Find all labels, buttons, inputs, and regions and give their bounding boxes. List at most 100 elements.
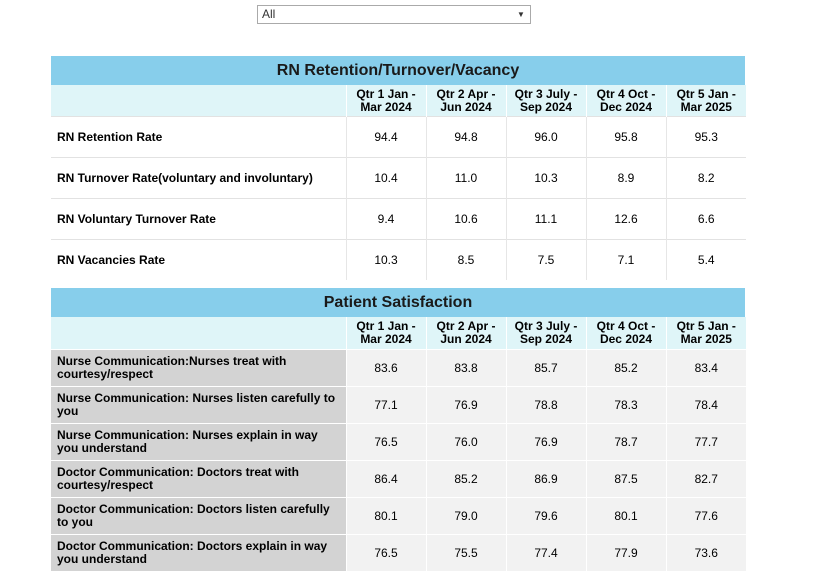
- table-row: RN Turnover Rate(voluntary and involunta…: [51, 157, 746, 199]
- row-value: 10.3: [505, 157, 586, 199]
- row-label: Nurse Communication: Nurses explain in w…: [51, 423, 346, 461]
- table-row: Nurse Communication:Nurses treat with co…: [51, 349, 746, 387]
- row-value: 75.5: [425, 534, 506, 571]
- retention-header-row: Qtr 1 Jan - Mar 2024 Qtr 2 Apr - Jun 2024 Qt…: [51, 85, 746, 117]
- retention-quarter-header: Qtr 4 Oct - Dec 2024: [585, 85, 666, 117]
- row-value: 77.9: [585, 534, 666, 571]
- quarter-header-line: Mar 2024: [360, 99, 412, 114]
- satisfaction-quarter-header: Qtr 2 Apr - Jun 2024: [425, 317, 506, 350]
- quarter-header-line: Jun 2024: [440, 99, 492, 114]
- satisfaction-header-blank: [51, 317, 346, 350]
- table-row: Doctor Communication: Doctors listen car…: [51, 497, 746, 535]
- row-label: Doctor Communication: Doctors listen car…: [51, 497, 346, 535]
- quarter-header-line: Mar 2025: [680, 99, 732, 114]
- retention-quarter-header: Qtr 3 July - Sep 2024: [505, 85, 586, 117]
- row-value: 79.6: [505, 497, 586, 535]
- dropdown-arrow-icon[interactable]: ▼: [517, 10, 525, 19]
- row-value: 77.4: [505, 534, 586, 571]
- satisfaction-title: Patient Satisfaction: [51, 288, 745, 317]
- filter-dropdown[interactable]: All ▼: [257, 5, 531, 24]
- table-row: Doctor Communication: Doctors treat with…: [51, 460, 746, 498]
- row-label: Nurse Communication: Nurses listen caref…: [51, 386, 346, 424]
- row-value: 11.0: [425, 157, 506, 199]
- row-value: 76.5: [345, 423, 426, 461]
- retention-quarter-header: Qtr 2 Apr - Jun 2024: [425, 85, 506, 117]
- quarter-header-line: Qtr 3 July -: [514, 319, 578, 333]
- row-label: RN Retention Rate: [51, 116, 346, 158]
- quarter-header-line: Qtr 4 Oct -: [596, 86, 656, 101]
- row-value: 85.7: [505, 349, 586, 387]
- row-value: 12.6: [585, 198, 666, 240]
- quarter-header-line: Qtr 3 July -: [514, 86, 578, 101]
- row-value: 94.4: [345, 116, 426, 158]
- quarter-header-line: Qtr 1 Jan -: [356, 319, 416, 333]
- quarter-header-line: Dec 2024: [599, 99, 653, 114]
- retention-quarter-header: Qtr 5 Jan - Mar 2025: [665, 85, 746, 117]
- table-row: RN Retention Rate 94.4 94.8 96.0 95.8 95.3: [51, 116, 746, 158]
- retention-quarter-header: Qtr 1 Jan - Mar 2024: [345, 85, 426, 117]
- row-value: 87.5: [585, 460, 666, 498]
- quarter-header-line: Sep 2024: [519, 332, 573, 346]
- row-label: RN Voluntary Turnover Rate: [51, 198, 346, 240]
- row-value: 83.6: [345, 349, 426, 387]
- retention-table: Qtr 1 Jan - Mar 2024 Qtr 2 Apr - Jun 2024 Qt…: [51, 85, 746, 280]
- row-value: 5.4: [665, 239, 746, 280]
- row-value: 8.5: [425, 239, 506, 280]
- quarter-header-line: Qtr 2 Apr -: [436, 86, 496, 101]
- quarter-header-line: Qtr 1 Jan -: [356, 86, 416, 101]
- satisfaction-header-row: Qtr 1 Jan - Mar 2024 Qtr 2 Apr - Jun 2024 Qt…: [51, 317, 746, 350]
- retention-section: RN Retention/Turnover/Vacancy Qtr 1 Jan …: [51, 56, 746, 280]
- row-value: 9.4: [345, 198, 426, 240]
- row-value: 80.1: [585, 497, 666, 535]
- row-value: 77.1: [345, 386, 426, 424]
- row-value: 78.3: [585, 386, 666, 424]
- quarter-header-line: Qtr 4 Oct -: [596, 319, 656, 333]
- row-value: 85.2: [585, 349, 666, 387]
- row-value: 10.3: [345, 239, 426, 280]
- table-row: Nurse Communication: Nurses explain in w…: [51, 423, 746, 461]
- row-value: 10.4: [345, 157, 426, 199]
- row-value: 73.6: [665, 534, 746, 571]
- row-value: 77.6: [665, 497, 746, 535]
- row-value: 78.7: [585, 423, 666, 461]
- row-value: 95.8: [585, 116, 666, 158]
- row-value: 77.7: [665, 423, 746, 461]
- row-value: 76.0: [425, 423, 506, 461]
- row-value: 7.5: [505, 239, 586, 280]
- row-value: 8.9: [585, 157, 666, 199]
- row-value: 80.1: [345, 497, 426, 535]
- satisfaction-quarter-header: Qtr 1 Jan - Mar 2024: [345, 317, 426, 350]
- row-value: 82.7: [665, 460, 746, 498]
- row-label: Doctor Communication: Doctors explain in…: [51, 534, 346, 571]
- quarter-header-line: Sep 2024: [519, 99, 573, 114]
- row-value: 8.2: [665, 157, 746, 199]
- satisfaction-quarter-header: Qtr 3 July - Sep 2024: [505, 317, 586, 350]
- satisfaction-quarter-header: Qtr 5 Jan - Mar 2025: [665, 317, 746, 350]
- satisfaction-body: Nurse Communication:Nurses treat with co…: [51, 349, 746, 571]
- retention-body: RN Retention Rate 94.4 94.8 96.0 95.8 95.3 RN …: [51, 116, 746, 280]
- row-value: 7.1: [585, 239, 666, 280]
- row-value: 10.6: [425, 198, 506, 240]
- row-value: 76.9: [505, 423, 586, 461]
- satisfaction-quarter-header: Qtr 4 Oct - Dec 2024: [585, 317, 666, 350]
- row-value: 85.2: [425, 460, 506, 498]
- row-label: RN Vacancies Rate: [51, 239, 346, 280]
- quarter-header-line: Mar 2024: [360, 332, 412, 346]
- row-value: 76.5: [345, 534, 426, 571]
- quarter-header-line: Qtr 2 Apr -: [436, 319, 496, 333]
- row-value: 86.4: [345, 460, 426, 498]
- table-row: RN Voluntary Turnover Rate 9.4 10.6 11.1 12.…: [51, 198, 746, 240]
- row-value: 96.0: [505, 116, 586, 158]
- row-value: 83.4: [665, 349, 746, 387]
- row-value: 86.9: [505, 460, 586, 498]
- row-value: 94.8: [425, 116, 506, 158]
- quarter-header-line: Jun 2024: [440, 332, 492, 346]
- row-label: RN Turnover Rate(voluntary and involunta…: [51, 157, 346, 199]
- row-value: 78.4: [665, 386, 746, 424]
- quarter-header-line: Qtr 5 Jan -: [676, 86, 736, 101]
- quarter-header-line: Dec 2024: [599, 332, 653, 346]
- satisfaction-section: Patient Satisfaction Qtr 1 Jan - Mar 2024…: [51, 288, 746, 571]
- row-value: 6.6: [665, 198, 746, 240]
- row-value: 79.0: [425, 497, 506, 535]
- filter-selected-value: All: [262, 7, 276, 21]
